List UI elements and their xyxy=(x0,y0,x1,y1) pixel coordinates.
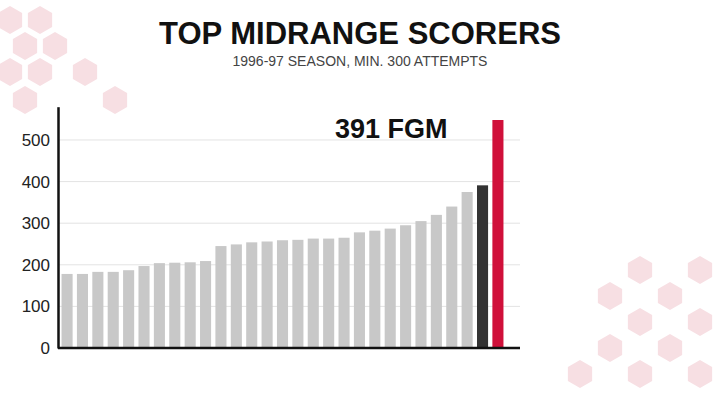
hexagon xyxy=(0,6,22,34)
bar xyxy=(154,263,165,348)
bar xyxy=(77,274,88,348)
y-axis: 0 100 200 300 400 500 xyxy=(22,107,59,358)
bar xyxy=(277,240,288,348)
y-tick: 500 xyxy=(22,131,58,150)
bar xyxy=(62,274,73,348)
bar xyxy=(215,246,226,348)
hexagon xyxy=(28,6,52,34)
y-axis-line xyxy=(57,107,60,348)
grid xyxy=(58,140,520,348)
subtitle: 1996-97 SEASON, MIN. 300 ATTEMPTS xyxy=(233,53,488,69)
hexagon xyxy=(658,282,682,310)
hexagon xyxy=(13,86,37,114)
bar xyxy=(185,262,196,348)
hexagon xyxy=(43,32,67,60)
bar xyxy=(492,120,503,348)
grid-line xyxy=(58,348,520,349)
hexagon xyxy=(658,334,682,362)
hexagon xyxy=(688,360,712,388)
hexagon xyxy=(598,282,622,310)
chart: TOP MIDRANGE SCORERS 1996-97 SEASON, MIN.… xyxy=(0,0,720,394)
x-axis-line xyxy=(58,347,520,350)
hexagon xyxy=(568,360,592,388)
hexagon xyxy=(598,334,622,362)
bar xyxy=(231,244,242,348)
x-axis xyxy=(58,348,520,349)
grid-line xyxy=(58,139,520,140)
bar xyxy=(92,272,103,348)
y-tick-label: 500 xyxy=(22,131,50,150)
hexagon xyxy=(628,256,652,284)
bar xyxy=(323,239,334,348)
bar xyxy=(138,266,149,348)
hexagon xyxy=(628,360,652,388)
grid-line xyxy=(58,181,520,182)
bar xyxy=(385,229,396,348)
hexagon xyxy=(688,308,712,336)
bar xyxy=(262,241,273,348)
bar xyxy=(415,221,426,348)
y-tick: 300 xyxy=(22,214,58,233)
hexagon xyxy=(628,308,652,336)
decoration xyxy=(0,6,712,388)
title: TOP MIDRANGE SCORERS xyxy=(159,16,561,51)
bar xyxy=(339,238,350,348)
y-tick-label: 0 xyxy=(41,339,50,358)
bar xyxy=(308,239,319,348)
bar xyxy=(446,207,457,348)
y-tick-label: 100 xyxy=(22,297,50,316)
bar xyxy=(354,232,365,348)
bar xyxy=(200,261,211,348)
bar xyxy=(400,225,411,348)
bar xyxy=(369,231,380,348)
bar xyxy=(123,270,134,348)
hexagon xyxy=(103,86,127,114)
hexagon xyxy=(73,58,97,86)
bar xyxy=(169,263,180,348)
hexagon xyxy=(0,58,22,86)
hexagon xyxy=(13,32,37,60)
y-tick: 400 xyxy=(22,173,58,192)
bar xyxy=(246,242,257,348)
bar xyxy=(108,272,119,348)
bar xyxy=(462,192,473,348)
y-tick-label: 300 xyxy=(22,214,50,233)
y-tick: 100 xyxy=(22,297,58,316)
hexagon xyxy=(688,256,712,284)
bar xyxy=(292,240,303,348)
y-tick-label: 200 xyxy=(22,256,50,275)
y-tick: 0 xyxy=(41,339,58,358)
y-tick: 200 xyxy=(22,256,58,275)
bar xyxy=(431,215,442,348)
y-tick-label: 400 xyxy=(22,173,50,192)
bar xyxy=(477,185,488,348)
bars xyxy=(62,120,504,348)
annotation: 391 FGM xyxy=(335,114,448,144)
hexagon xyxy=(28,58,52,86)
